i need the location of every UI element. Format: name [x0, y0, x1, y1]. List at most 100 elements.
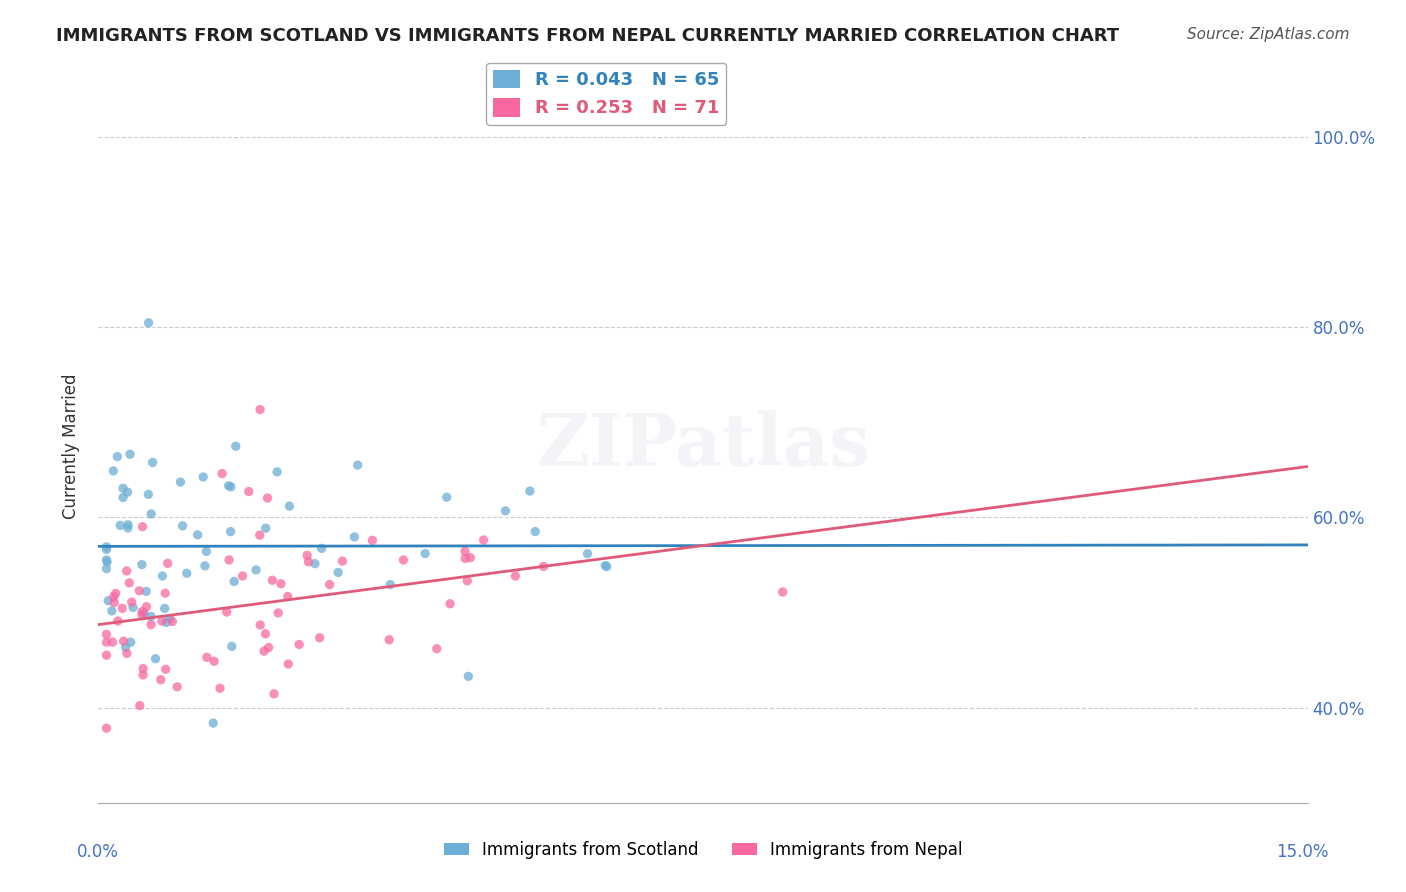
- Point: [155, 662, 177, 676]
- Point: [150, 614, 173, 628]
- Point: [105, 450, 128, 464]
- Point: [131, 558, 153, 572]
- Point: [139, 507, 162, 521]
- Point: [593, 558, 616, 573]
- Point: [472, 533, 495, 547]
- Point: [96, 542, 118, 557]
- Point: [328, 566, 350, 580]
- Point: [253, 644, 276, 658]
- Point: [576, 547, 599, 561]
- Point: [208, 681, 231, 696]
- Text: 0.0%: 0.0%: [77, 843, 120, 861]
- Point: [361, 533, 384, 548]
- Point: [134, 607, 156, 621]
- Point: [219, 480, 242, 494]
- Point: [152, 569, 174, 583]
- Point: [295, 549, 318, 563]
- Point: [221, 640, 243, 654]
- Point: [138, 316, 160, 330]
- Point: [139, 617, 162, 632]
- Point: [131, 605, 153, 619]
- Point: [231, 569, 253, 583]
- Point: [101, 635, 124, 649]
- Point: [118, 575, 141, 590]
- Point: [378, 632, 401, 647]
- Point: [159, 611, 181, 625]
- Point: [249, 618, 271, 632]
- Point: [332, 554, 354, 568]
- Point: [122, 600, 145, 615]
- Point: [112, 481, 135, 495]
- Point: [195, 544, 218, 558]
- Point: [96, 648, 118, 663]
- Point: [96, 553, 118, 567]
- Point: [270, 576, 292, 591]
- Point: [278, 499, 301, 513]
- Point: [211, 467, 233, 481]
- Point: [112, 634, 135, 648]
- Point: [772, 585, 794, 599]
- Point: [219, 524, 242, 539]
- Point: [166, 680, 188, 694]
- Point: [195, 650, 218, 665]
- Point: [193, 470, 215, 484]
- Point: [343, 530, 366, 544]
- Point: [128, 698, 150, 713]
- Point: [162, 615, 184, 629]
- Point: [202, 716, 225, 731]
- Text: ZIPatlas: ZIPatlas: [536, 410, 870, 482]
- Point: [115, 646, 138, 660]
- Point: [114, 640, 136, 655]
- Text: IMMIGRANTS FROM SCOTLAND VS IMMIGRANTS FROM NEPAL CURRENTLY MARRIED CORRELATION : IMMIGRANTS FROM SCOTLAND VS IMMIGRANTS F…: [56, 27, 1119, 45]
- Point: [257, 640, 280, 655]
- Point: [218, 479, 240, 493]
- Point: [380, 577, 402, 591]
- Point: [524, 524, 547, 539]
- Point: [169, 475, 191, 489]
- Point: [457, 669, 479, 683]
- Point: [533, 559, 555, 574]
- Point: [131, 607, 153, 622]
- Point: [117, 521, 139, 535]
- Point: [254, 521, 277, 535]
- Point: [318, 577, 340, 591]
- Point: [139, 609, 162, 624]
- Point: [238, 484, 260, 499]
- Point: [266, 465, 288, 479]
- Point: [202, 654, 225, 668]
- Point: [96, 540, 118, 554]
- Point: [96, 635, 118, 649]
- Point: [103, 464, 125, 478]
- Point: [277, 590, 299, 604]
- Point: [494, 504, 516, 518]
- Point: [97, 593, 120, 607]
- Point: [215, 605, 238, 619]
- Point: [172, 519, 194, 533]
- Text: 15.0%: 15.0%: [1277, 843, 1329, 861]
- Point: [107, 614, 129, 628]
- Point: [218, 553, 240, 567]
- Point: [413, 547, 436, 561]
- Point: [120, 635, 142, 649]
- Point: [288, 637, 311, 651]
- Y-axis label: Currently Married: Currently Married: [62, 373, 80, 519]
- Point: [392, 553, 415, 567]
- Point: [153, 601, 176, 615]
- Point: [304, 557, 326, 571]
- Point: [96, 627, 118, 641]
- Point: [245, 563, 267, 577]
- Point: [454, 551, 477, 566]
- Point: [277, 657, 299, 671]
- Point: [249, 528, 271, 542]
- Point: [96, 721, 118, 735]
- Point: [454, 544, 477, 558]
- Point: [262, 574, 284, 588]
- Point: [135, 599, 157, 614]
- Legend: R = 0.043   N = 65, R = 0.253   N = 71: R = 0.043 N = 65, R = 0.253 N = 71: [486, 62, 727, 125]
- Point: [308, 631, 330, 645]
- Point: [460, 550, 482, 565]
- Point: [176, 566, 198, 581]
- Point: [128, 583, 150, 598]
- Point: [156, 557, 179, 571]
- Point: [145, 651, 167, 665]
